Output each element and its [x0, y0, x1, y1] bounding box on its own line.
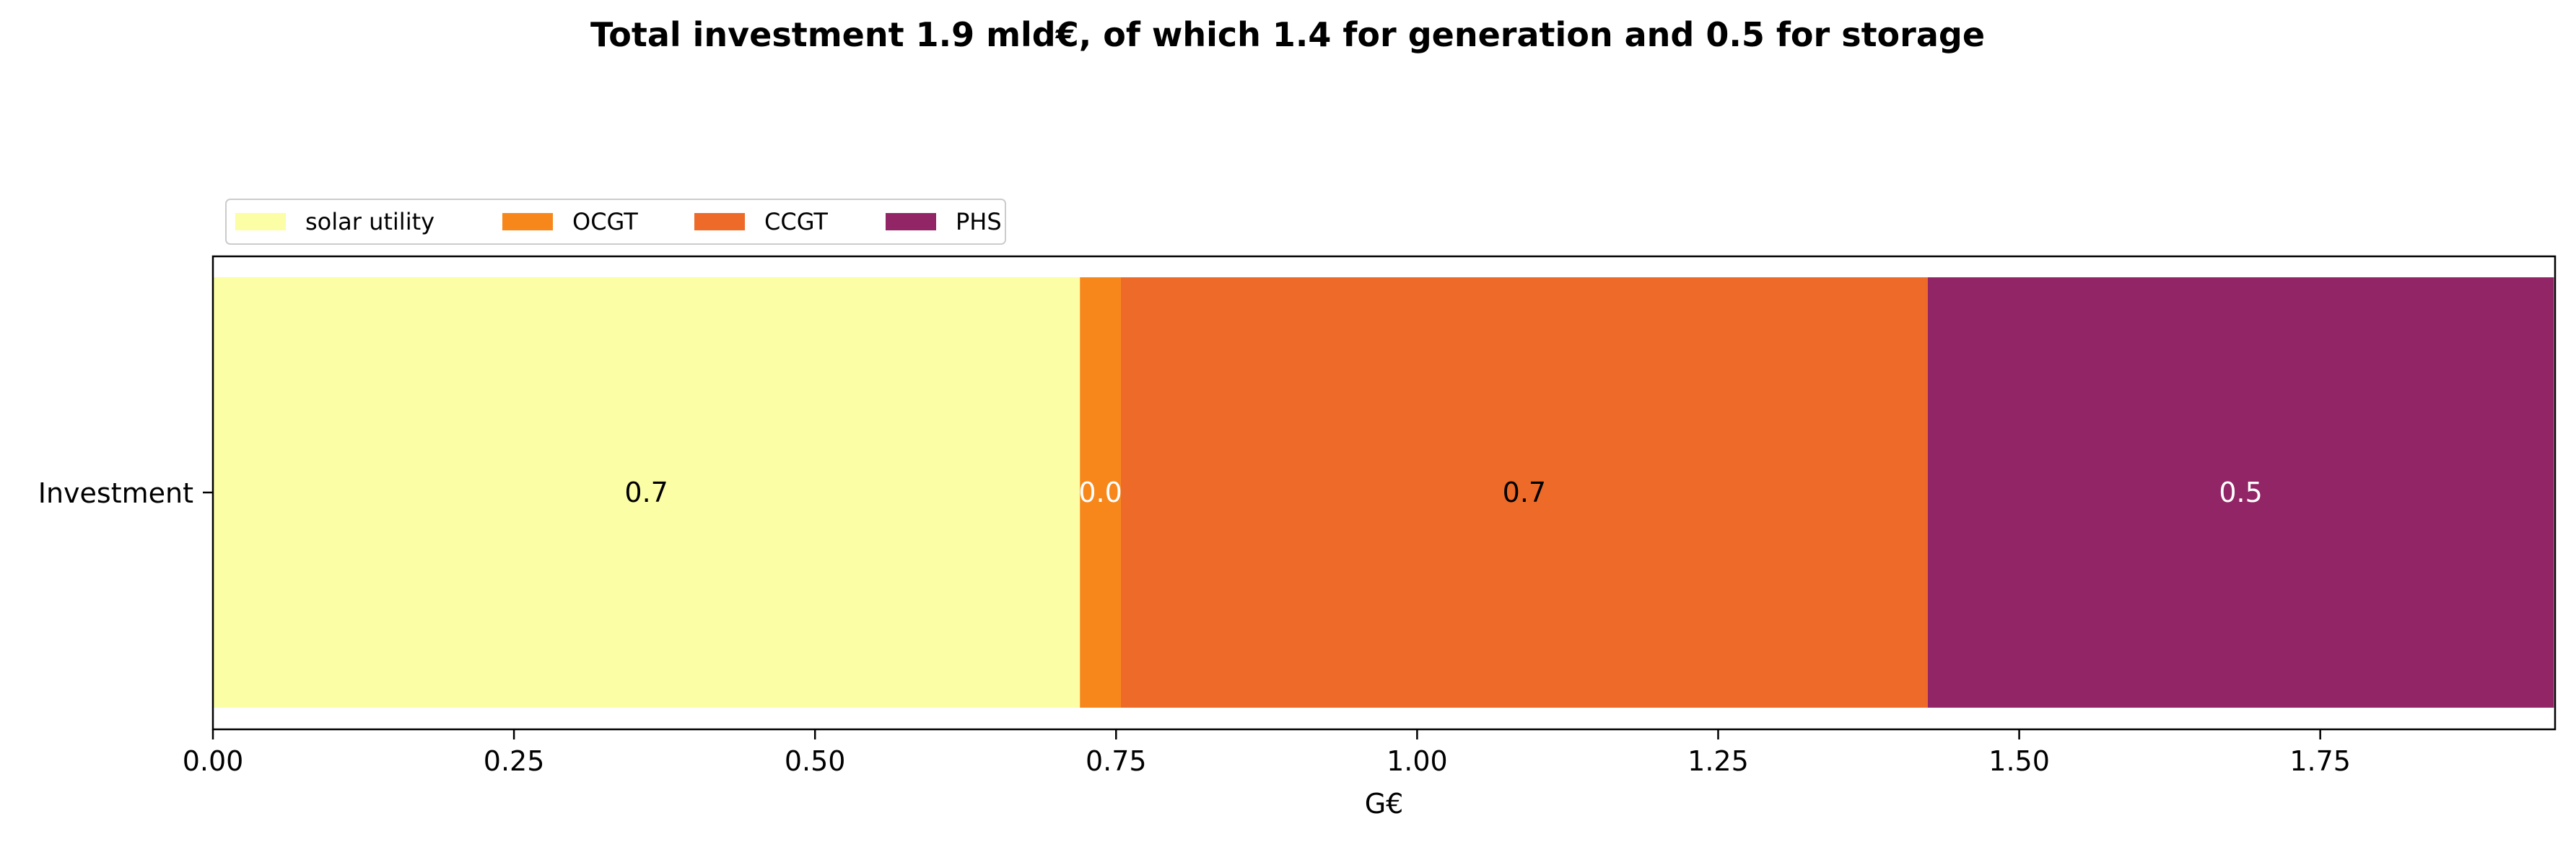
x-tick-label: 0.75	[1086, 745, 1147, 777]
bars-group: 0.7 0.0 0.7 0.5	[213, 277, 2554, 708]
legend-swatch-ccgt	[694, 213, 745, 230]
legend-label-phs: PHS	[956, 208, 1002, 235]
legend-label-ccgt: CCGT	[764, 208, 828, 235]
data-label-solar-utility: 0.7	[624, 477, 668, 508]
bar-phs	[1927, 277, 2554, 708]
x-axis: 0.00 0.25 0.50 0.75 1.00 1.25 1.50 1.75	[183, 729, 2351, 777]
legend-swatch-phs	[886, 213, 936, 230]
y-tick-label: Investment	[38, 477, 193, 509]
bar-solar-utility	[213, 277, 1080, 708]
data-label-phs: 0.5	[2219, 477, 2262, 508]
data-label-ocgt: 0.0	[1078, 477, 1122, 508]
legend-box	[225, 199, 1006, 245]
x-tick-label: 0.50	[785, 745, 846, 777]
y-axis: Investment	[38, 477, 213, 509]
x-tick-label: 1.50	[1988, 745, 2050, 777]
x-axis-label: G€	[1365, 788, 1404, 820]
chart-title: Total investment 1.9 mld€, of which 1.4 …	[590, 15, 1985, 54]
legend: solar utility OCGT CCGT PHS	[225, 199, 1006, 245]
x-tick-label: 0.00	[183, 745, 244, 777]
legend-swatch-solar-utility	[235, 213, 286, 230]
bar-ccgt	[1120, 277, 1928, 708]
legend-swatch-ocgt	[502, 213, 553, 230]
x-tick-label: 1.25	[1688, 745, 1749, 777]
legend-label-ocgt: OCGT	[572, 208, 638, 235]
bar-ocgt	[1080, 277, 1121, 708]
legend-label-solar-utility: solar utility	[305, 208, 435, 235]
x-tick-label: 1.00	[1387, 745, 1448, 777]
data-label-ccgt: 0.7	[1503, 477, 1546, 508]
x-tick-label: 0.25	[484, 745, 545, 777]
x-tick-label: 1.75	[2289, 745, 2351, 777]
